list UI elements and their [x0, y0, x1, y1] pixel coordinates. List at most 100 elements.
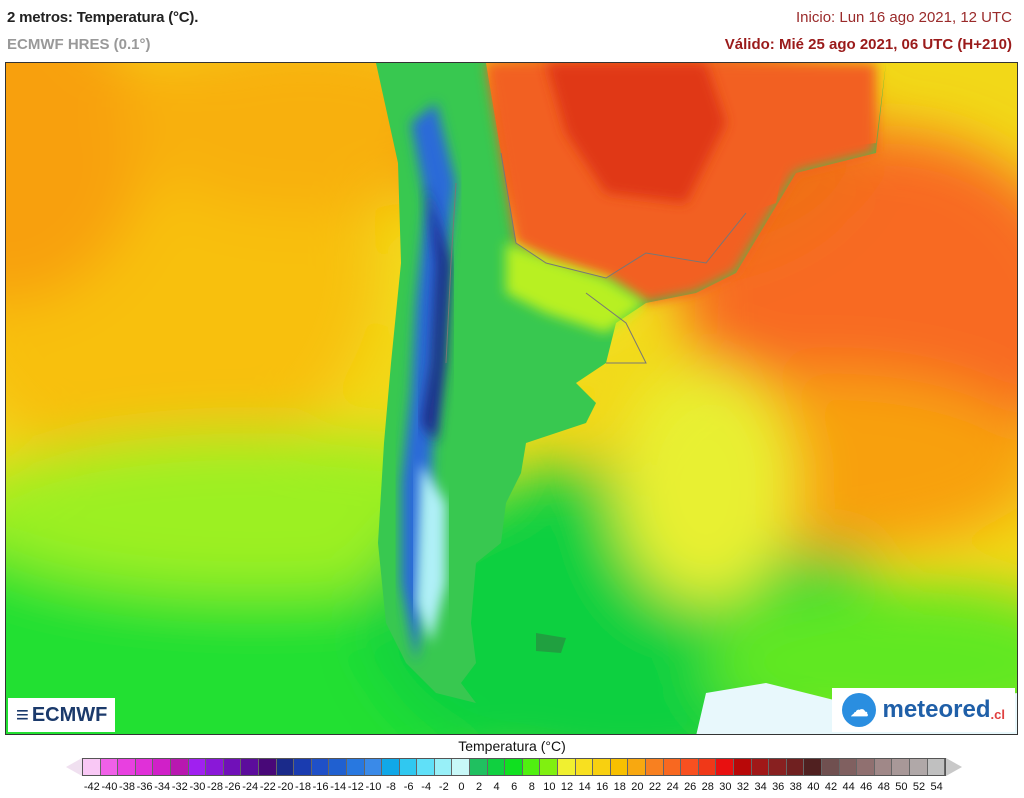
colorbar-box [100, 759, 119, 775]
colorbar-tick-label: 54 [930, 781, 943, 793]
colorbar-tick-label: -24 [242, 781, 259, 793]
colorbar-tick-label: 6 [511, 781, 518, 793]
colorbar-tick-label: 4 [493, 781, 500, 793]
colorbar-box [733, 759, 752, 775]
colorbar-tick-label: -38 [119, 781, 135, 793]
colorbar-box [522, 759, 541, 775]
colorbar-tick-label: 8 [528, 781, 535, 793]
colorbar-tick-label: -4 [421, 781, 432, 793]
colorbar-box [470, 759, 488, 775]
colorbar-tick-label: -14 [330, 781, 347, 793]
colorbar-tick-label: -42 [83, 781, 100, 793]
colorbar-box [434, 759, 453, 775]
init-time: Inicio: Lun 16 ago 2021, 12 UTC [796, 9, 1012, 26]
colorbar-tick-label: -34 [154, 781, 171, 793]
colorbar-box [821, 759, 840, 775]
colorbar-title: Temperatura (°C) [458, 738, 566, 754]
colorbar-box [329, 759, 347, 775]
colorbar-tick-label: 50 [895, 781, 908, 793]
colorbar-tick-label: 10 [543, 781, 556, 793]
colorbar-tick-label: 52 [912, 781, 926, 793]
colorbar-box [487, 759, 506, 775]
colorbar-tick-label: 42 [824, 781, 838, 793]
colorbar-box [346, 759, 365, 775]
colorbar-tick-label: 36 [772, 781, 785, 793]
valid-time: Válido: Mié 25 ago 2021, 06 UTC (H+210) [724, 36, 1012, 53]
colorbar-box [610, 759, 629, 775]
colorbar-tick-label: 2 [475, 781, 483, 793]
cloud-icon: ☁ [842, 693, 877, 727]
colorbar-boxes [82, 758, 947, 776]
colorbar-tick-label: -12 [347, 781, 364, 793]
temperature-field [6, 63, 1017, 734]
colorbar-box [206, 759, 224, 775]
colorbar-tick-label: 44 [842, 781, 855, 793]
meteored-logo-text: meteored [882, 696, 991, 723]
colorbar-labels: -42 -40 -38 -36 -34 -32 -30 -28 -26 -24 -22 -20 -18-… [0, 781, 1024, 797]
colorbar-tick-label: -20 [277, 781, 294, 793]
colorbar-box [874, 759, 893, 775]
colorbar-box [839, 759, 858, 775]
colorbar-box [311, 759, 330, 775]
colorbar-max-arrow [946, 758, 963, 776]
colorbar-box [927, 759, 946, 775]
colorbar-tick-label: 30 [719, 781, 732, 793]
colorbar-tick-label: -8 [386, 781, 396, 793]
colorbar-box [558, 759, 576, 775]
colorbar-tick-label: 38 [789, 781, 802, 793]
colorbar-tick-label: -6 [403, 781, 414, 793]
colorbar-tick-label: -26 [224, 781, 241, 793]
colorbar-tick-label: -18 [295, 781, 311, 793]
colorbar-box [628, 759, 646, 775]
colorbar-box [857, 759, 875, 775]
meteored-logo-tld: .cl [990, 707, 1005, 722]
map-title: 2 metros: Temperatura (°C). [7, 9, 199, 26]
colorbar-box [804, 759, 822, 775]
south-america-land [376, 63, 1017, 703]
colorbar-box [786, 759, 805, 775]
colorbar [66, 758, 963, 776]
colorbar-tick-label: 22 [648, 781, 662, 793]
colorbar-box [575, 759, 594, 775]
temperature-map[interactable]: ≡ ECMWF ☁ meteored .cl [5, 62, 1018, 735]
colorbar-box [716, 759, 734, 775]
colorbar-tick-label: 34 [754, 781, 767, 793]
colorbar-tick-label: 40 [807, 781, 820, 793]
colorbar-tick-label: 12 [560, 781, 574, 793]
colorbar-box [258, 759, 277, 775]
colorbar-box [698, 759, 717, 775]
colorbar-tick-label: -16 [312, 781, 329, 793]
colorbar-tick-label: -28 [207, 781, 223, 793]
ecmwf-logo: ≡ ECMWF [8, 698, 116, 732]
model-name: ECMWF HRES (0.1°) [7, 36, 151, 53]
colorbar-box [769, 759, 787, 775]
meteored-logo: ☁ meteored .cl [832, 688, 1015, 732]
colorbar-box [294, 759, 312, 775]
colorbar-box [223, 759, 242, 775]
colorbar-box [364, 759, 383, 775]
colorbar-box [909, 759, 928, 775]
colorbar-tick-label: -32 [171, 781, 188, 793]
colorbar-tick-label: 28 [701, 781, 714, 793]
colorbar-box [83, 759, 101, 775]
ecmwf-logo-icon: ≡ [16, 702, 29, 727]
colorbar-box [505, 759, 523, 775]
colorbar-box [188, 759, 207, 775]
country-borders [445, 152, 747, 364]
colorbar-box [540, 759, 559, 775]
colorbar-tick-label: -2 [438, 781, 449, 793]
colorbar-box [170, 759, 189, 775]
colorbar-tick-label: 16 [596, 781, 609, 793]
colorbar-tick-label: 0 [458, 781, 465, 793]
colorbar-tick-label: 26 [684, 781, 697, 793]
colorbar-box [751, 759, 770, 775]
colorbar-box [118, 759, 136, 775]
colorbar-tick-label: 18 [613, 781, 626, 793]
colorbar-box [241, 759, 259, 775]
colorbar-min-arrow [66, 758, 82, 776]
colorbar-tick-label: -22 [259, 781, 276, 793]
colorbar-box [681, 759, 699, 775]
colorbar-box [417, 759, 435, 775]
colorbar-tick-label: -36 [136, 781, 153, 793]
colorbar-tick-label: 46 [860, 781, 873, 793]
